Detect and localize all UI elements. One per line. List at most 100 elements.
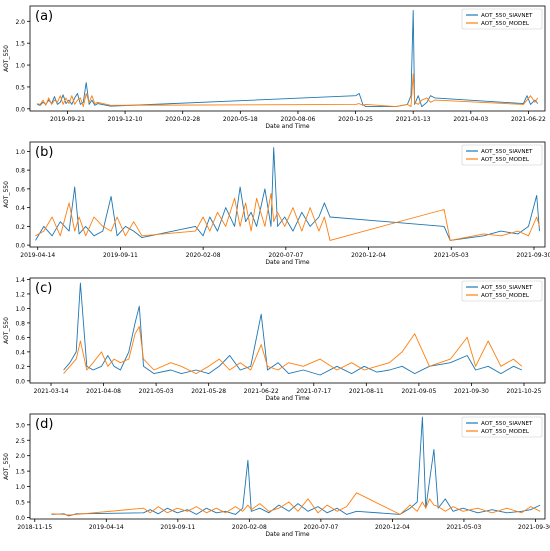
- legend-entry: AOT_550_SIAVNET: [481, 13, 533, 19]
- y-tick-label: 2.5: [15, 438, 25, 445]
- y-tick-label: 2.0: [15, 453, 25, 460]
- y-axis-label: AOT_550: [3, 45, 10, 72]
- y-tick-label: 1.5: [15, 469, 25, 476]
- y-tick-label: 0.2: [15, 364, 25, 371]
- panel-b: 0.0 0.2 0.4 0.6 0.8 1.0 2019-04-14 2019-09-11 20…: [3, 141, 550, 266]
- y-tick-label: 1.0: [15, 484, 25, 491]
- legend-entry: AOT_550_MODEL: [481, 429, 530, 435]
- x-tick-label: 2020-08-06: [281, 116, 316, 123]
- plot-frame: [29, 277, 546, 384]
- panel-label: (a): [35, 9, 53, 24]
- x-axis-label: Date and Time: [265, 395, 309, 402]
- y-tick-label: 1.0: [15, 63, 25, 70]
- x-tick-label: 2021-04-03: [453, 116, 488, 123]
- y-tick-label: 0.5: [15, 500, 25, 507]
- legend: AOT_550_SIAVNET AOT_550_MODEL: [461, 144, 543, 166]
- x-tick-label: 2019-09-11: [103, 252, 138, 259]
- x-tick-label: 2021-09-30: [518, 524, 550, 531]
- x-tick-label: 2020-02-28: [165, 116, 200, 123]
- x-tick-label: 2021-03-14: [34, 388, 69, 395]
- y-tick-label: 1.0: [15, 306, 25, 313]
- x-tick-label: 2021-05-03: [434, 252, 469, 259]
- x-tick-label: 2020-02-08: [232, 524, 267, 531]
- y-axis-label: AOT_550: [3, 181, 10, 208]
- panel-c: 0.0 0.2 0.4 0.6 0.8 1.0 1.2 1.4 2021-03-14 2021-0…: [3, 277, 546, 402]
- y-tick-label: 0.0: [15, 243, 25, 250]
- panel-d: 0.0 0.5 1.0 1.5 2.0 2.5 3.0 2018-11-15 2019-04-1…: [3, 413, 550, 538]
- series-line-aot-550-siavnet: [37, 9, 539, 108]
- x-tick-label: 2019-09-11: [160, 524, 195, 531]
- series-line-aot-550-model: [51, 492, 541, 516]
- y-tick-label: 1.5: [15, 41, 25, 48]
- x-axis-label: Date and Time: [265, 123, 309, 130]
- x-tick-label: 2021-06-22: [511, 116, 546, 123]
- y-tick-label: 1.0: [15, 149, 25, 156]
- x-tick-label: 2020-05-18: [223, 116, 258, 123]
- y-tick-label: 3.0: [15, 422, 25, 429]
- legend-entry: AOT_550_SIAVNET: [481, 421, 533, 427]
- legend: AOT_550_SIAVNET AOT_550_MODEL: [461, 416, 543, 438]
- series-line-aot-550-siavnet: [35, 147, 540, 241]
- x-tick-label: 2021-07-17: [296, 388, 331, 395]
- y-tick-label: 1.2: [15, 291, 25, 298]
- legend: AOT_550_SIAVNET AOT_550_MODEL: [461, 8, 543, 30]
- y-tick-label: 0.8: [15, 168, 25, 175]
- y-tick-label: 0.4: [15, 349, 25, 356]
- panel-label: (c): [35, 281, 52, 296]
- series-line-aot-550-siavnet: [63, 282, 523, 376]
- y-tick-label: 2.0: [15, 19, 25, 26]
- legend-entry: AOT_550_MODEL: [481, 21, 530, 27]
- y-axis-label: AOT_550: [3, 317, 10, 344]
- y-axis-label: AOT_550: [3, 453, 10, 480]
- x-tick-label: 2018-11-15: [17, 524, 52, 531]
- x-axis-label: Date and Time: [265, 259, 309, 266]
- y-tick-label: 1.4: [15, 277, 25, 284]
- legend: AOT_550_SIAVNET AOT_550_MODEL: [461, 280, 543, 302]
- x-tick-label: 2020-10-25: [338, 116, 373, 123]
- legend-entry: AOT_550_SIAVNET: [481, 285, 533, 291]
- x-tick-label: 2021-01-13: [396, 116, 431, 123]
- legend-entry: AOT_550_MODEL: [481, 293, 530, 299]
- x-tick-label: 2021-05-03: [139, 388, 174, 395]
- x-tick-label: 2020-12-04: [351, 252, 386, 259]
- y-tick-label: 0.8: [15, 320, 25, 327]
- x-tick-label: 2021-08-11: [349, 388, 384, 395]
- plot-frame: [29, 141, 546, 248]
- x-tick-label: 2021-06-22: [244, 388, 279, 395]
- legend-entry: AOT_550_SIAVNET: [481, 149, 533, 155]
- panel-label: (d): [35, 417, 53, 432]
- series-line-aot-550-model: [35, 193, 540, 241]
- x-tick-label: 2021-04-08: [86, 388, 121, 395]
- legend-box: [461, 8, 543, 30]
- x-tick-label: 2021-05-28: [191, 388, 226, 395]
- legend-box: [461, 144, 543, 166]
- y-tick-label: 0.5: [15, 84, 25, 91]
- y-tick-label: 0.6: [15, 186, 25, 193]
- y-tick-label: 0.0: [15, 106, 25, 113]
- plot-frame: [29, 413, 546, 520]
- x-tick-label: 2020-07-07: [268, 252, 303, 259]
- y-tick-label: 0.2: [15, 224, 25, 231]
- x-tick-label: 2021-10-25: [507, 388, 542, 395]
- legend-box: [461, 280, 543, 302]
- x-tick-label: 2021-09-30: [454, 388, 489, 395]
- legend-box: [461, 416, 543, 438]
- plot-frame: [29, 5, 546, 112]
- x-tick-label: 2020-07-07: [303, 524, 338, 531]
- series-line-aot-550-model: [37, 73, 539, 108]
- x-axis-label: Date and Time: [265, 531, 309, 538]
- x-tick-label: 2020-12-04: [375, 524, 410, 531]
- x-tick-label: 2020-02-08: [186, 252, 221, 259]
- series-line-aot-550-model: [63, 326, 523, 375]
- legend-entry: AOT_550_MODEL: [481, 157, 530, 163]
- panel-label: (b): [35, 145, 53, 160]
- y-tick-label: 0.0: [15, 515, 25, 522]
- x-tick-label: 2021-05-03: [446, 524, 481, 531]
- x-tick-label: 2019-04-14: [20, 252, 55, 259]
- x-tick-label: 2019-12-10: [108, 116, 143, 123]
- x-tick-label: 2021-09-05: [401, 388, 436, 395]
- y-tick-label: 0.6: [15, 335, 25, 342]
- x-tick-label: 2019-04-14: [89, 524, 124, 531]
- y-tick-label: 0.4: [15, 205, 25, 212]
